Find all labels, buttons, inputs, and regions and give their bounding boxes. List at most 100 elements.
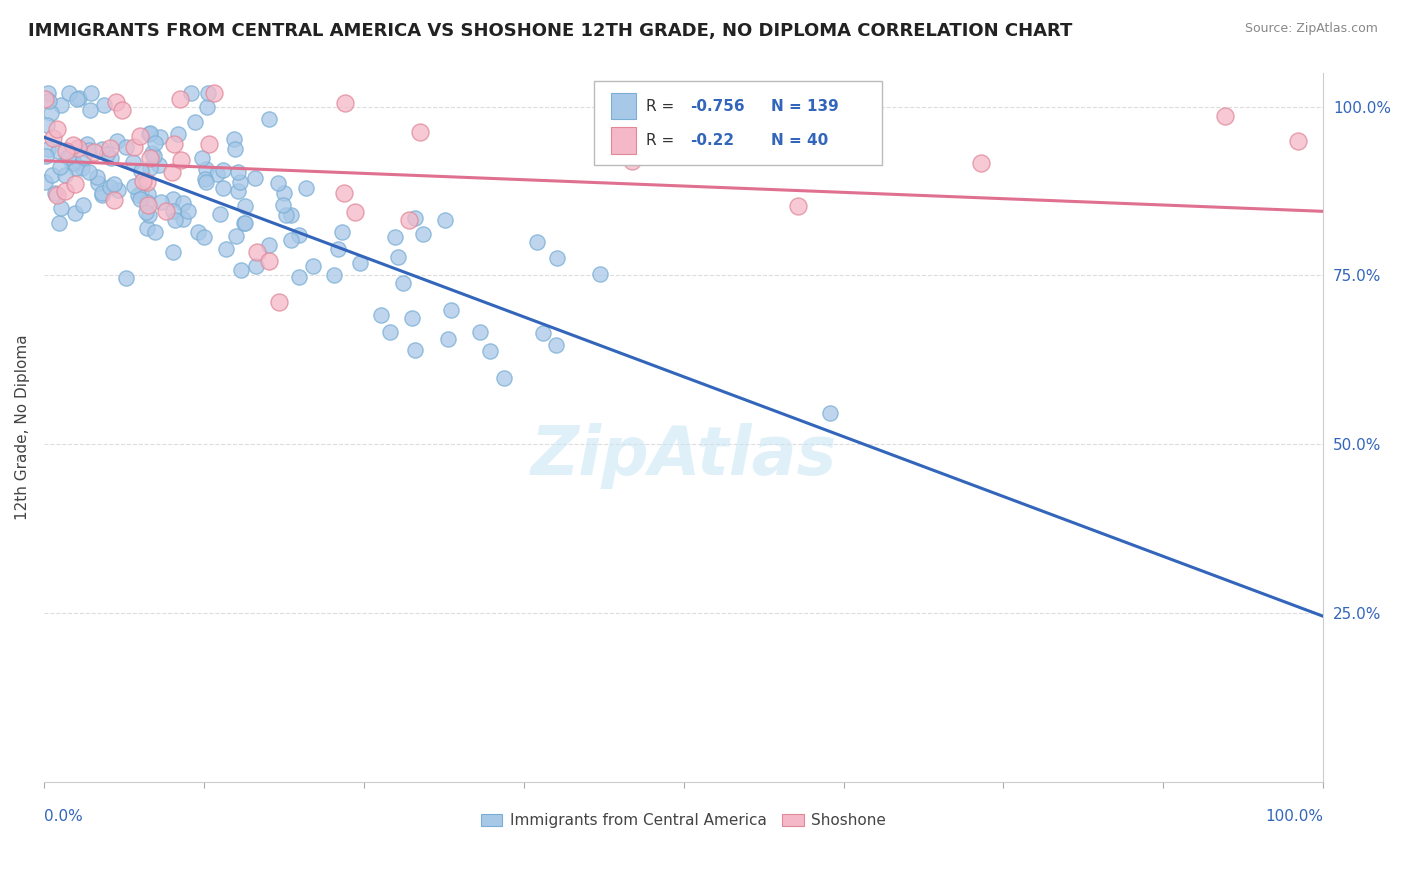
Point [132, 174, 155, 188]
Point [172, 211, 194, 226]
Point [280, 234, 302, 248]
Text: 100.0%: 100.0% [1265, 809, 1323, 823]
Point [162, 204, 184, 219]
Point [224, 143, 246, 157]
Point [370, 308, 392, 322]
Point [437, 332, 460, 346]
Point [107, 183, 129, 197]
Point [194, 172, 217, 186]
Point [53, 184, 76, 198]
Text: -0.22: -0.22 [690, 133, 734, 148]
Point [294, 181, 316, 195]
Point [229, 175, 252, 189]
Point [170, 153, 193, 168]
Point [433, 213, 456, 227]
Point [280, 208, 302, 222]
FancyBboxPatch shape [593, 81, 882, 165]
Point [70, 161, 93, 176]
Point [195, 175, 218, 189]
Point [409, 125, 432, 139]
Point [970, 156, 993, 170]
Point [198, 136, 221, 151]
Point [39, 106, 62, 120]
Point [129, 163, 152, 178]
Point [180, 87, 202, 101]
Point [100, 180, 122, 194]
Point [1286, 134, 1309, 148]
Point [139, 127, 162, 141]
Point [143, 149, 166, 163]
Point [526, 235, 548, 249]
Point [63, 156, 86, 170]
Point [77, 143, 100, 157]
Point [349, 256, 371, 270]
Point [148, 157, 170, 171]
Point [440, 303, 463, 318]
Point [91, 188, 114, 202]
Point [163, 136, 186, 151]
Point [37, 87, 59, 101]
Point [387, 250, 409, 264]
Point [46, 188, 69, 202]
Point [333, 186, 356, 200]
Point [245, 170, 267, 185]
Point [287, 227, 309, 242]
Point [162, 192, 184, 206]
Point [589, 268, 612, 282]
Point [63, 177, 86, 191]
Point [127, 187, 149, 202]
Point [212, 180, 235, 194]
Point [274, 208, 297, 222]
Point [412, 227, 434, 241]
Point [48, 216, 70, 230]
Point [187, 225, 209, 239]
Point [138, 127, 160, 141]
Text: N = 40: N = 40 [770, 133, 828, 148]
Text: IMMIGRANTS FROM CENTRAL AMERICA VS SHOSHONE 12TH GRADE, NO DIPLOMA CORRELATION C: IMMIGRANTS FROM CENTRAL AMERICA VS SHOSH… [28, 22, 1073, 40]
Point [162, 244, 184, 259]
Point [257, 238, 280, 252]
Point [96, 146, 118, 161]
Point [128, 192, 150, 206]
Point [177, 203, 200, 218]
Point [136, 221, 159, 235]
Point [143, 136, 166, 150]
Point [531, 326, 554, 340]
FancyBboxPatch shape [610, 93, 637, 120]
Point [246, 244, 269, 259]
Point [41, 168, 63, 182]
Point [66, 141, 89, 155]
Point [100, 151, 122, 165]
Point [139, 161, 162, 175]
Text: R =: R = [647, 98, 679, 113]
Point [143, 225, 166, 239]
Point [46, 145, 69, 159]
Point [111, 103, 134, 117]
Point [195, 162, 218, 177]
Point [87, 177, 110, 191]
Point [56, 150, 79, 164]
Point [1215, 109, 1237, 123]
Point [149, 130, 172, 145]
Text: Source: ZipAtlas.com: Source: ZipAtlas.com [1244, 22, 1378, 36]
Point [53, 168, 76, 182]
Text: N = 139: N = 139 [770, 98, 838, 113]
Point [233, 216, 256, 230]
Point [330, 225, 353, 239]
Point [343, 205, 366, 219]
Point [222, 131, 245, 145]
Point [66, 92, 89, 106]
Point [136, 198, 159, 212]
Point [79, 103, 101, 118]
Point [115, 271, 138, 285]
Point [83, 145, 105, 159]
Point [155, 203, 177, 218]
Point [207, 167, 229, 181]
Point [479, 344, 502, 359]
Point [138, 208, 160, 222]
Point [398, 213, 420, 227]
Point [226, 165, 249, 179]
Point [90, 142, 112, 156]
Point [193, 230, 215, 244]
Point [93, 97, 115, 112]
